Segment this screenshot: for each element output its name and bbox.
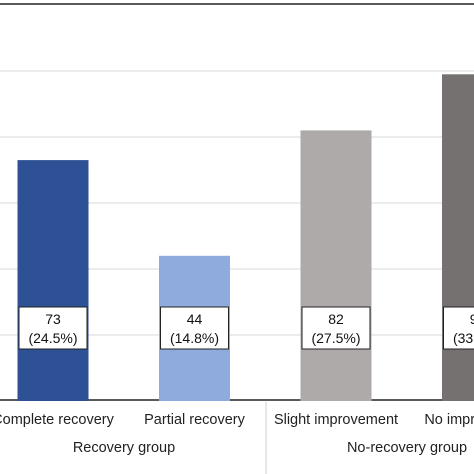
bars: [17, 74, 474, 402]
data-label-count: 82: [328, 311, 344, 327]
data-label-count: 73: [45, 311, 61, 327]
data-label-box: [18, 306, 88, 350]
data-label-box: [160, 306, 229, 350]
data-label-percent: (14.8%): [170, 330, 219, 346]
data-label-count: 99: [470, 311, 474, 327]
data-label: 99 (33.2%): [443, 306, 474, 350]
bar: [17, 160, 89, 401]
data-label-percent: (33.2%): [453, 330, 474, 346]
data-label-box: [443, 306, 474, 350]
group-label: No-recovery group: [347, 440, 467, 456]
plot-frame: [0, 3, 474, 401]
bar: [300, 130, 372, 401]
data-label: 44 (14.8%): [160, 306, 229, 350]
category-label: No improvement: [424, 412, 474, 428]
data-label: 73 (24.5%): [18, 306, 88, 350]
category-label: Slight improvement: [274, 412, 398, 428]
bar: [442, 74, 474, 402]
data-label-percent: (27.5%): [311, 330, 360, 346]
category-labels: Complete recovery Partial recovery Slight …: [0, 412, 474, 428]
data-label-count: 44: [187, 311, 203, 327]
category-label: Partial recovery: [144, 412, 245, 428]
group-label: Recovery group: [73, 440, 175, 456]
group-labels: Recovery group No-recovery group: [73, 440, 467, 456]
data-label: 82 (27.5%): [301, 306, 371, 350]
category-label: Complete recovery: [0, 412, 115, 428]
data-label-box: [301, 306, 371, 350]
data-labels: 73 (24.5%) 44 (14.8%) 82 (27.5%) 99 (33.2%): [18, 306, 474, 350]
data-label-percent: (24.5%): [28, 330, 77, 346]
